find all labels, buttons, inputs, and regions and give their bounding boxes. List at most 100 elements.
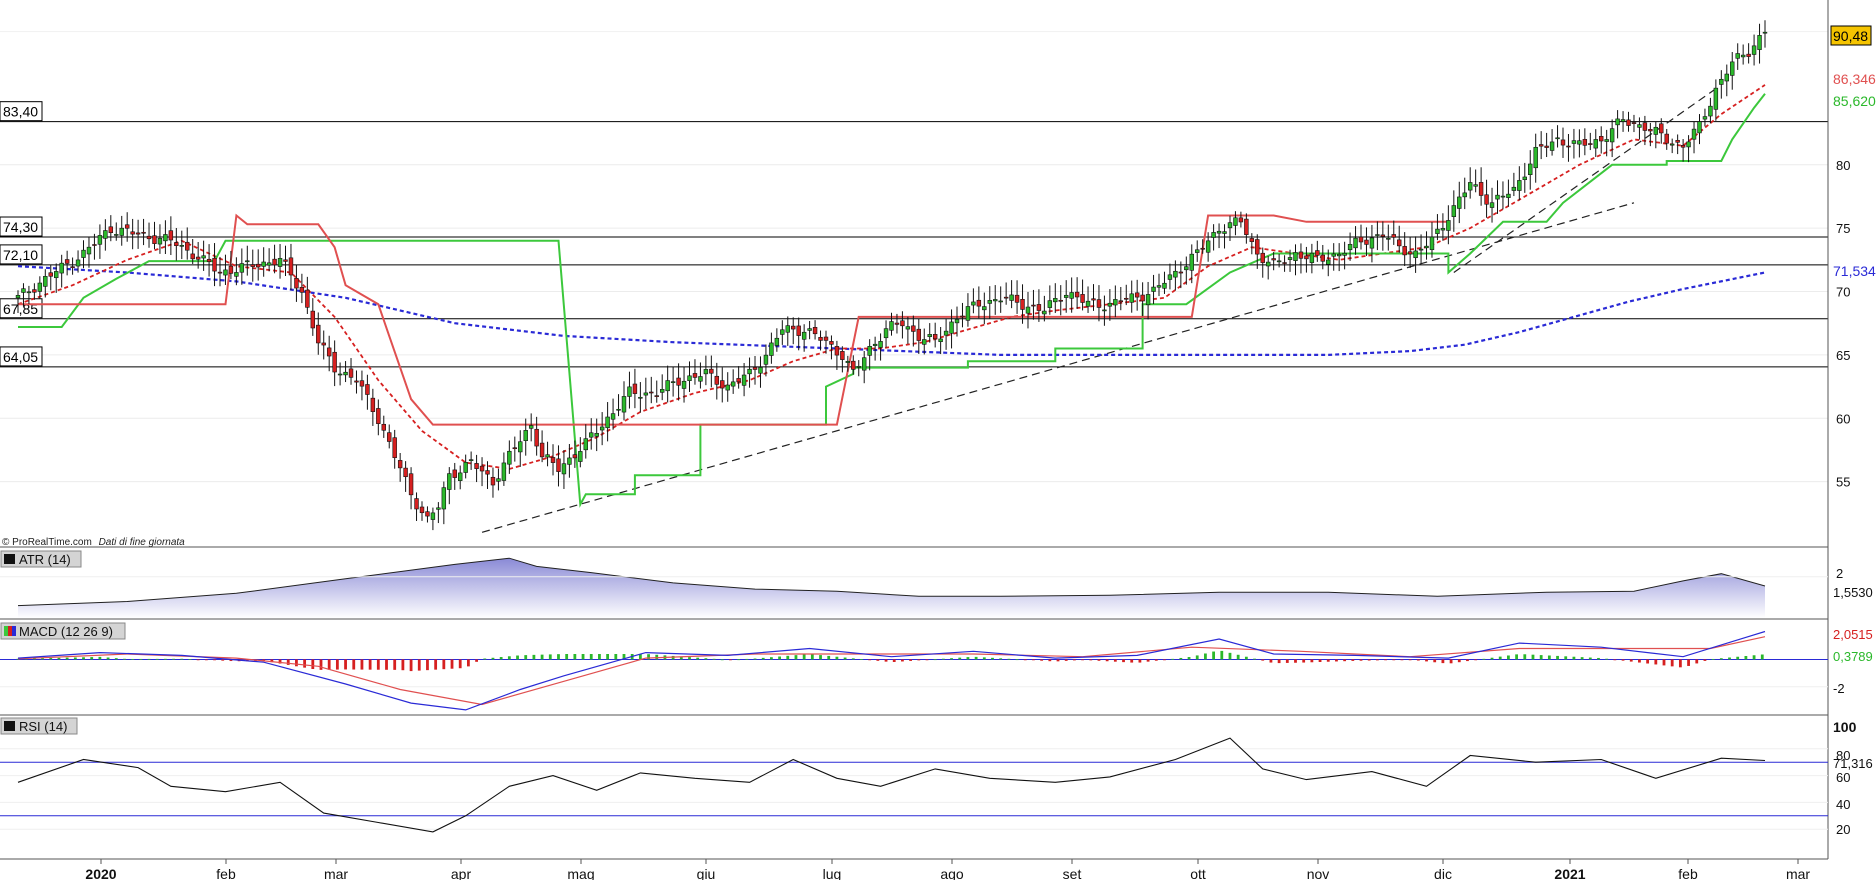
candle-body <box>780 329 785 335</box>
candle-body <box>812 327 818 335</box>
candle-body <box>337 373 343 376</box>
macd-histogram-bar <box>671 655 675 660</box>
candle-body <box>1604 139 1609 142</box>
macd-histogram-bar <box>941 658 945 660</box>
macd-histogram-bar <box>1089 659 1093 661</box>
candle-body <box>867 346 872 356</box>
macd-histogram-bar <box>589 654 593 660</box>
macd-histogram-bar <box>1040 659 1044 661</box>
candle-body <box>1528 163 1533 175</box>
candle-body <box>1380 234 1386 237</box>
candle-body <box>949 321 954 334</box>
atr-title[interactable]: ATR (14) <box>0 550 82 568</box>
price-tick-label: 60 <box>1836 411 1850 426</box>
candle-body <box>523 430 528 441</box>
candle-body <box>938 338 943 342</box>
macd-histogram-bar <box>507 656 511 660</box>
macd-histogram-bar <box>401 659 405 671</box>
candle-body <box>676 377 681 386</box>
macd-title[interactable]: MACD (12 26 9) <box>0 622 126 640</box>
candle-body <box>1571 140 1577 144</box>
macd-histogram-bar <box>450 659 454 669</box>
candle-body <box>594 433 599 437</box>
rsi-title[interactable]: RSI (14) <box>0 717 78 735</box>
time-axis-label: mar <box>324 866 348 880</box>
level-label: 83,40 <box>3 104 38 120</box>
blue-moving-average <box>17 265 1766 356</box>
candle-body <box>654 395 659 397</box>
rsi-value-label: 71,316 <box>1833 756 1873 771</box>
macd-histogram-bar <box>295 659 298 667</box>
candle-body <box>157 237 163 245</box>
candle-body <box>1287 257 1293 260</box>
macd-histogram-bar <box>376 659 380 670</box>
macd-histogram-bar <box>810 654 814 660</box>
red-stop-label: 86,346 <box>1833 71 1876 87</box>
candle-body <box>163 234 168 242</box>
candle-body <box>299 286 305 293</box>
macd-histogram-bar <box>1359 659 1363 661</box>
candle-body <box>310 310 316 329</box>
macd-histogram-bar <box>335 659 339 670</box>
macd-histogram-bar <box>991 657 994 660</box>
level-label: 74,30 <box>3 219 38 235</box>
atr-area <box>18 558 1765 618</box>
candle-body <box>1615 118 1620 126</box>
macd-histogram-bar <box>1433 659 1437 663</box>
candle-body <box>1216 230 1222 234</box>
macd-histogram-bar <box>434 659 438 670</box>
time-axis-label: mar <box>1786 866 1810 880</box>
candle-body <box>1074 291 1080 298</box>
macd-histogram-bar <box>311 659 315 669</box>
candle-body <box>1009 294 1014 301</box>
macd-histogram-bar <box>1457 659 1461 663</box>
candle-body <box>1320 254 1326 262</box>
macd-histogram-bar <box>778 656 781 660</box>
macd-histogram-bar <box>1474 659 1478 661</box>
atr-line <box>17 557 1766 607</box>
macd-histogram-bar <box>696 657 700 660</box>
candle-body <box>1347 244 1353 251</box>
candle-body <box>878 341 883 348</box>
rsi-color-icon <box>4 721 15 731</box>
candle-body <box>463 462 468 473</box>
candle-body <box>174 242 179 246</box>
macd-histogram-bar <box>1351 659 1355 661</box>
candle-body <box>725 384 730 391</box>
candle-body <box>1031 304 1036 307</box>
macd-histogram-bar <box>1638 659 1641 663</box>
macd-histogram-bar <box>966 657 970 660</box>
candle-body <box>665 380 670 392</box>
candle-body <box>528 425 534 429</box>
red-stop-line <box>18 213 1449 426</box>
candle-body <box>1697 121 1702 134</box>
candle-body <box>250 264 255 267</box>
macd-histogram-bar <box>409 659 413 672</box>
candle-body <box>960 315 965 318</box>
candle-body <box>692 373 698 378</box>
candle-body <box>1189 253 1194 271</box>
candle-body <box>567 457 572 465</box>
macd-histogram-bar <box>106 657 110 660</box>
candle-body <box>245 260 250 263</box>
candle-body <box>1593 139 1598 149</box>
candle-body <box>201 255 206 259</box>
macd-histogram-bar <box>286 659 290 665</box>
macd-histogram-bar <box>1253 658 1256 660</box>
macd-histogram-bar <box>1023 659 1027 661</box>
macd-histogram-bar <box>1728 657 1731 660</box>
axis-labels: 2020 feb mar apr mag giu lug ago set ott nov dic 202… <box>85 859 1810 880</box>
macd-histogram-bar <box>1335 659 1338 662</box>
candle-body <box>1184 266 1189 271</box>
candle-body <box>81 249 86 258</box>
macd-histogram-bar <box>1449 659 1453 664</box>
candle-body <box>1260 252 1265 263</box>
candle-body <box>141 231 146 234</box>
candle-body <box>796 325 801 336</box>
macd-histogram-bar <box>1122 659 1125 663</box>
candle-body <box>1047 300 1053 308</box>
macd-signal-label: 0,3789 <box>1833 649 1873 664</box>
candle-body <box>872 343 878 346</box>
level-label: 72,10 <box>3 247 38 263</box>
candle-body <box>468 459 474 461</box>
